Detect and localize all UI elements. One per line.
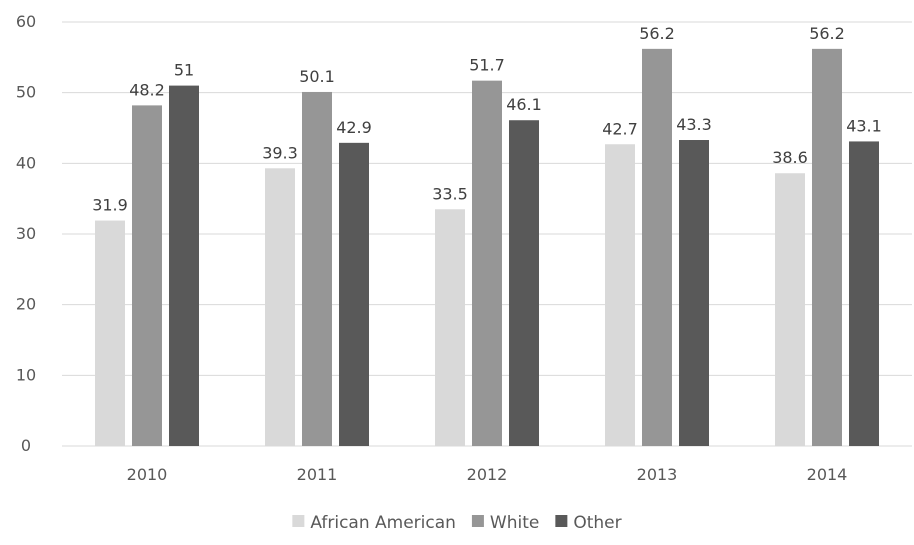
data-label: 46.1	[506, 95, 542, 114]
data-label: 43.1	[846, 116, 882, 135]
bar-african-american-2013	[605, 144, 635, 446]
y-tick-label: 40	[16, 153, 36, 172]
x-tick-label: 2011	[297, 465, 338, 484]
data-label: 56.2	[809, 24, 845, 43]
y-tick-label: 20	[16, 295, 36, 314]
bar-other-2013	[679, 140, 709, 446]
x-tick-label: 2014	[807, 465, 848, 484]
y-tick-label: 60	[16, 12, 36, 31]
x-axis-ticks: 2010 2011 2012 2013 2014	[127, 465, 848, 484]
bar-other-2014	[849, 141, 879, 446]
legend-swatch-other	[555, 515, 568, 527]
bar-african-american-2012	[435, 209, 465, 446]
bar-white-2014	[812, 48, 842, 446]
y-tick-label: 50	[16, 83, 36, 102]
data-label: 42.7	[602, 119, 638, 138]
data-labels: 31.9 48.2 51 39.3 50.1 42.9 33.5 51.7 46.1 42.7 56…	[92, 24, 882, 215]
bar-white-2012	[472, 80, 502, 447]
data-label: 31.9	[92, 196, 128, 215]
legend-label-other: Other	[573, 513, 621, 533]
data-label: 38.6	[772, 148, 808, 167]
y-tick-label: 0	[21, 436, 31, 455]
y-tick-label: 10	[16, 365, 36, 384]
y-tick-label: 30	[16, 224, 36, 243]
y-axis-ticks: 0 10 20 30 40 50 60	[16, 12, 36, 455]
legend-swatch-african-american	[292, 515, 305, 527]
bar-white-2010	[132, 105, 162, 447]
legend-label-african-american: African American	[310, 513, 456, 533]
bar-african-american-2010	[95, 220, 125, 446]
bar-other-2011	[339, 142, 369, 446]
data-label: 51	[174, 61, 194, 80]
data-label: 51.7	[469, 56, 505, 75]
bar-white-2013	[642, 48, 672, 446]
x-tick-label: 2013	[637, 465, 678, 484]
data-label: 56.2	[639, 24, 675, 43]
bar-white-2011	[302, 91, 332, 447]
data-label: 50.1	[299, 67, 335, 86]
data-label: 39.3	[262, 143, 298, 162]
legend-swatch-white	[471, 515, 484, 527]
bars	[95, 48, 879, 447]
bar-african-american-2011	[265, 168, 295, 446]
x-tick-label: 2010	[127, 465, 168, 484]
bar-other-2012	[509, 120, 539, 446]
data-label: 48.2	[129, 80, 165, 99]
data-label: 42.9	[336, 118, 372, 137]
bar-african-american-2014	[775, 173, 805, 446]
x-tick-label: 2012	[467, 465, 508, 484]
bar-other-2010	[169, 85, 199, 446]
data-label: 33.5	[432, 184, 468, 203]
data-label: 43.3	[676, 115, 712, 134]
legend: African American White Other	[292, 513, 622, 533]
legend-label-white: White	[490, 513, 539, 533]
